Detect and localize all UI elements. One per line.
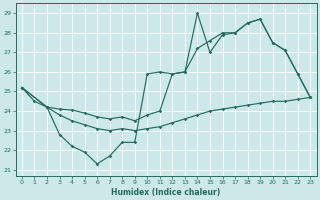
X-axis label: Humidex (Indice chaleur): Humidex (Indice chaleur) [111, 188, 221, 197]
